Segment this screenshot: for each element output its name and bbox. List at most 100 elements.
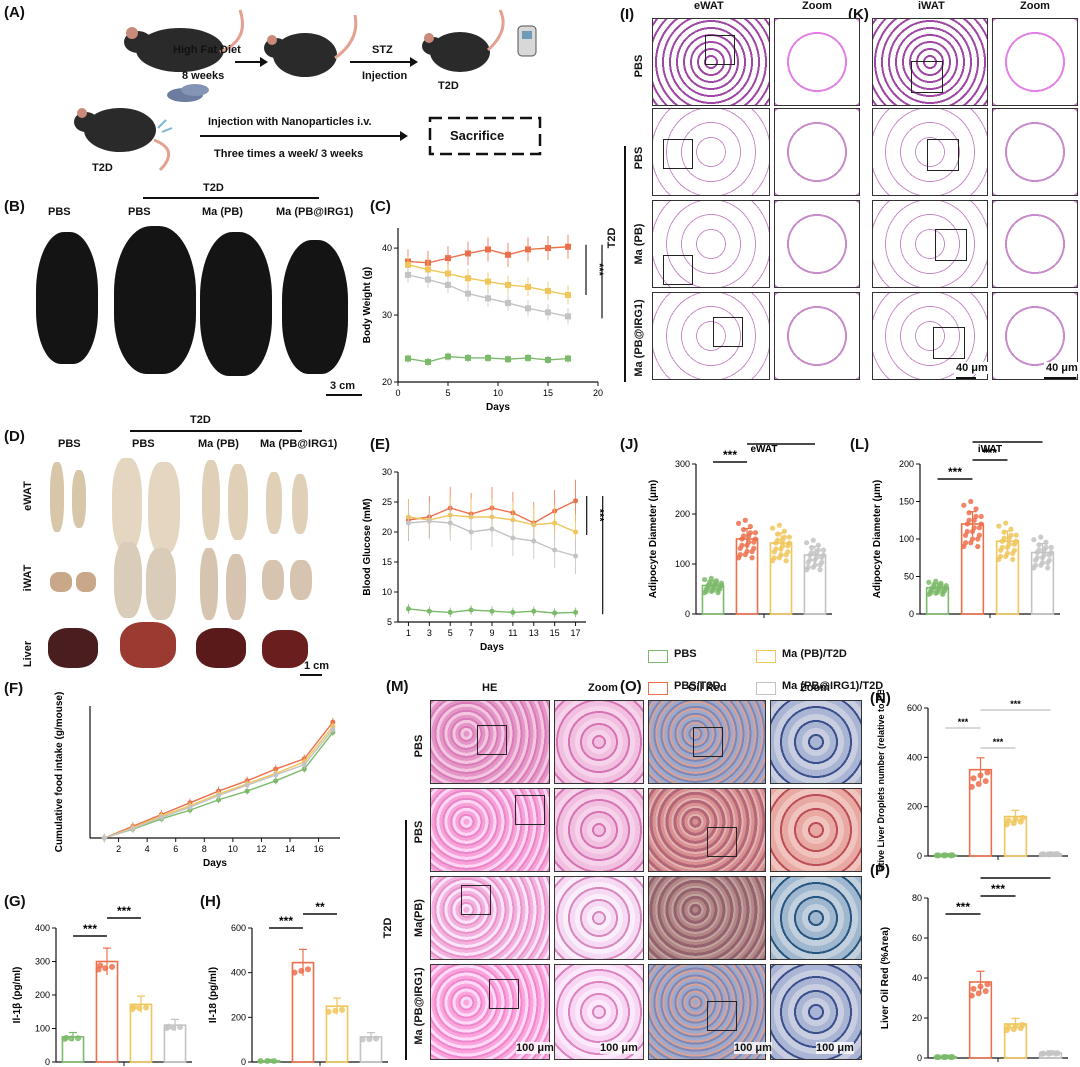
- data-point: [1048, 544, 1054, 550]
- legend-label-ma-pbirg: Ma (PB@IRG1)/T2D: [782, 680, 884, 692]
- data-point: [187, 804, 193, 810]
- data-point: [405, 606, 411, 612]
- x-tick-label: 16: [314, 844, 324, 854]
- panel-label-b: (B): [4, 198, 25, 215]
- data-point: [359, 1036, 366, 1043]
- tissue-iwat: [76, 572, 96, 592]
- data-point: [786, 534, 793, 540]
- data-point: [330, 726, 336, 732]
- tissue-liver: [262, 630, 308, 668]
- tissue-iwat: [290, 560, 312, 600]
- data-point: [975, 990, 982, 997]
- data-point: [1003, 520, 1009, 526]
- data-point: [425, 358, 431, 365]
- data-point: [445, 281, 451, 288]
- data-point: [809, 549, 815, 556]
- data-point: [1043, 539, 1049, 545]
- data-point: [969, 536, 976, 542]
- row-label-pbs-t2d: PBS: [633, 146, 645, 170]
- t2d-bracket-i: [624, 146, 626, 382]
- data-point: [943, 585, 949, 591]
- data-point: [216, 792, 222, 798]
- y-axis-label: Il-1β (pg/ml): [12, 967, 23, 1024]
- data-point: [525, 283, 531, 290]
- sig-label: ***: [956, 900, 970, 914]
- data-point: [707, 581, 713, 587]
- t2d-header: T2D: [203, 182, 224, 194]
- tissue-ewat: [148, 462, 180, 554]
- data-point: [298, 967, 305, 974]
- panel-label-c: (C): [370, 198, 391, 215]
- data-point: [373, 1035, 380, 1042]
- data-point: [803, 540, 810, 546]
- data-point: [744, 548, 750, 555]
- histology-image: [648, 788, 766, 872]
- histology-image: [652, 108, 770, 196]
- data-point: [405, 520, 411, 526]
- data-point: [938, 582, 944, 589]
- data-point: [565, 355, 571, 362]
- data-point: [1045, 565, 1051, 571]
- data-point: [737, 552, 743, 558]
- data-point: [505, 299, 511, 306]
- y-tick-label: 60: [912, 933, 922, 943]
- data-point: [339, 1006, 346, 1013]
- y-tick-label: 150: [899, 497, 914, 507]
- mouse-icon: [422, 9, 505, 72]
- data-point: [1040, 1050, 1047, 1057]
- data-point: [966, 517, 972, 523]
- tissue-iwat: [146, 548, 176, 620]
- data-point: [970, 775, 977, 782]
- data-point: [814, 554, 820, 561]
- tissue-liver: [120, 622, 176, 668]
- data-point: [810, 537, 816, 543]
- mouse-icon: [74, 108, 173, 172]
- data-point: [926, 579, 932, 585]
- data-point: [1004, 550, 1011, 556]
- bar: [129, 1003, 153, 1063]
- series-line: [104, 731, 334, 839]
- data-point: [933, 578, 939, 584]
- group-label-ma-pbirg: Ma (PB@IRG1): [260, 438, 338, 450]
- tissue-ewat: [228, 464, 248, 540]
- y-tick-label: 10: [382, 587, 392, 597]
- x-tick-label: 5: [448, 628, 453, 638]
- sacrifice-label: Sacrifice: [450, 128, 505, 143]
- data-point: [942, 1054, 949, 1061]
- data-point: [812, 562, 818, 568]
- data-point: [742, 517, 748, 523]
- data-point: [931, 584, 937, 590]
- data-point: [489, 526, 495, 532]
- tissue-ewat: [266, 472, 282, 534]
- y-tick-label: 40: [912, 973, 922, 983]
- y-tick-label: 50: [904, 572, 914, 582]
- data-point: [1019, 814, 1026, 821]
- data-point: [301, 762, 307, 768]
- y-tick-label: 20: [382, 527, 392, 537]
- data-point: [1010, 556, 1016, 563]
- data-point: [935, 1054, 942, 1061]
- pellets-icon: [167, 84, 209, 102]
- tissue-label-iwat: iWAT: [22, 564, 34, 592]
- series-line: [104, 721, 334, 839]
- x-tick-label: 14: [285, 844, 295, 854]
- sig-label: ***: [1008, 872, 1022, 878]
- data-point: [713, 580, 719, 586]
- data-point: [982, 778, 989, 785]
- y-axis-label: Il-18 (pg/ml): [208, 967, 219, 1023]
- data-point: [330, 719, 336, 725]
- sacrifice-box: [428, 116, 542, 156]
- col-label-zoom: Zoom: [800, 682, 830, 694]
- data-point: [130, 826, 136, 832]
- data-point: [165, 1023, 172, 1030]
- tissue-ewat: [202, 460, 220, 540]
- data-point: [216, 797, 222, 803]
- panel-label-d: (D): [4, 428, 25, 445]
- y-tick-label: 0: [241, 1057, 246, 1067]
- data-point: [973, 513, 979, 520]
- row-label-ma-pb: Ma (PB): [633, 223, 645, 265]
- row-label-ma-pb: Ma(PB): [413, 899, 425, 937]
- glucometer-icon: [517, 25, 537, 57]
- data-point: [975, 781, 982, 788]
